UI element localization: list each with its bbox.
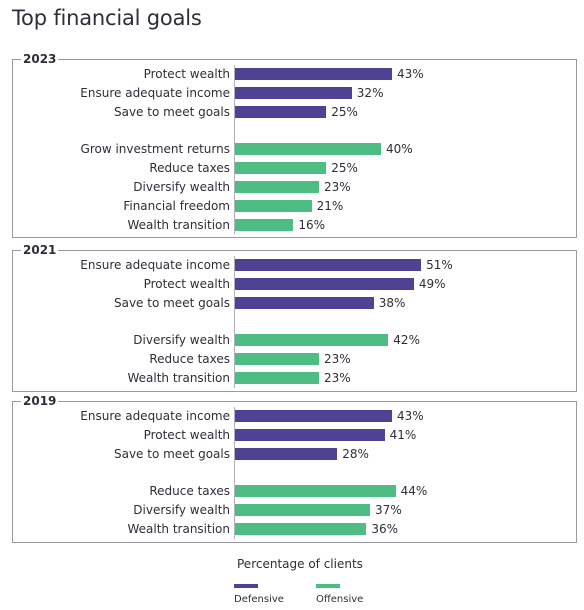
bar-off <box>235 353 319 366</box>
bar-value-label: 32% <box>356 85 384 100</box>
bar-value-label: 21% <box>316 198 344 213</box>
bar-value-label: 28% <box>342 446 369 461</box>
bar-off <box>235 162 327 175</box>
axis-line <box>234 256 235 388</box>
legend-swatch-defensive <box>234 584 258 588</box>
bar-value-label: 23% <box>323 352 351 367</box>
bar-value-label: 36% <box>371 522 399 536</box>
bar-def <box>235 105 327 118</box>
bar-category-label: Save to meet goals <box>113 295 230 310</box>
bar-def <box>235 259 422 271</box>
bar-off <box>235 485 396 498</box>
bar-def <box>235 68 392 80</box>
bar-category-label: Save to meet goals <box>113 104 230 119</box>
bar-category-label: Wealth transition <box>127 217 230 232</box>
chart-title: Top financial goals <box>12 6 202 30</box>
legend-label: Defensive <box>234 594 284 605</box>
bar-category-label: Ensure adequate income <box>80 409 230 423</box>
bar-category-label: Wealth transition <box>127 522 230 536</box>
bar-off <box>235 504 371 517</box>
bar-def <box>235 447 338 460</box>
bar-category-label: Diversify wealth <box>133 180 230 194</box>
bar-category-label: Reduce taxes <box>149 484 230 499</box>
bar-category-label: Diversify wealth <box>133 503 230 518</box>
bar-value-label: 51% <box>426 258 453 272</box>
bar-category-label: Ensure adequate income <box>80 258 230 272</box>
bar-value-label: 43% <box>396 67 424 81</box>
bar-value-label: 38% <box>378 295 406 310</box>
bar-category-label: Reduce taxes <box>149 352 230 367</box>
legend-title: Percentage of clients <box>237 557 363 571</box>
bar-def <box>235 428 385 441</box>
bar-value-label: 37% <box>375 503 402 518</box>
bar-category-label: Protect wealth <box>143 67 230 81</box>
bar-off <box>235 523 367 535</box>
bar-value-label: 42% <box>393 333 420 348</box>
bar-category-label: Diversify wealth <box>133 333 230 348</box>
bar-off <box>235 199 312 212</box>
bar-value-label: 49% <box>418 276 446 291</box>
bar-value-label: 25% <box>331 161 358 176</box>
bar-category-label: Save to meet goals <box>113 446 230 461</box>
bar-value-label: 23% <box>323 371 351 385</box>
bar-category-label: Financial freedom <box>123 198 230 213</box>
panel-year-label: 2023 <box>21 51 59 67</box>
panel-2023: 2023 <box>12 51 577 238</box>
bar-def <box>235 296 374 309</box>
bar-off <box>235 218 294 231</box>
bar-category-label: Reduce taxes <box>149 161 230 176</box>
legend-label: Offensive <box>316 594 364 605</box>
bar-off <box>235 334 389 347</box>
bar-category-label: Wealth transition <box>127 371 230 385</box>
bar-def <box>235 410 392 422</box>
bar-def <box>235 277 414 290</box>
bar-category-label: Ensure adequate income <box>80 85 230 100</box>
axis-line <box>234 407 235 539</box>
bar-category-label: Protect wealth <box>143 276 230 291</box>
bar-value-label: 44% <box>400 484 428 499</box>
bar-category-label: Protect wealth <box>143 427 230 442</box>
legend-swatch-offensive <box>316 584 340 588</box>
bar-value-label: 43% <box>396 409 424 423</box>
bar-value-label: 41% <box>389 427 417 442</box>
bar-value-label: 40% <box>386 142 413 157</box>
bar-off <box>235 143 381 156</box>
panel-2019: 2019 <box>12 393 577 543</box>
panel-year-label: 2019 <box>21 393 59 409</box>
bar-off <box>235 372 319 384</box>
axis-line <box>234 65 235 234</box>
bar-category-label: Grow investment returns <box>80 142 230 157</box>
panel-2021: 2021 <box>12 242 577 392</box>
bar-value-label: 23% <box>323 180 351 194</box>
bar-value-label: 25% <box>331 104 358 119</box>
bar-value-label: 16% <box>298 217 326 232</box>
bar-def <box>235 86 352 99</box>
bar-off <box>235 181 319 193</box>
panel-year-label: 2021 <box>21 242 59 258</box>
